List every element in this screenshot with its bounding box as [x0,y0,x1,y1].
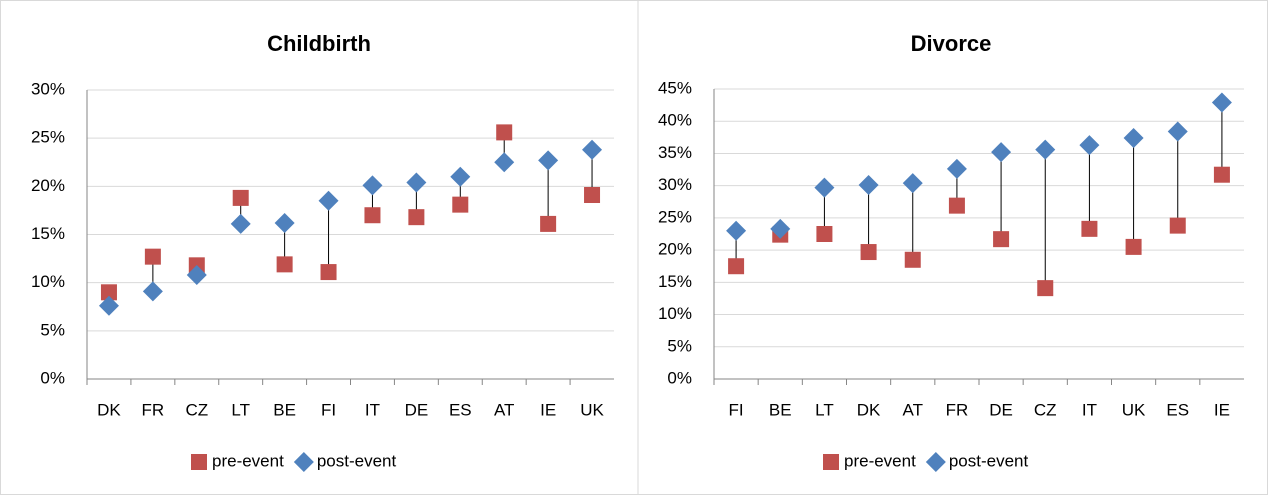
x-tick-label: LT [815,400,834,419]
y-tick-label: 35% [658,143,692,162]
x-tick-label: BE [769,400,792,419]
marker-diamond [1123,127,1144,148]
x-tick-label: ES [1166,400,1189,419]
x-tick-label: DK [97,400,121,419]
marker-square [1125,238,1142,255]
marker-diamond [230,213,251,234]
x-tick-label: FI [321,400,336,419]
marker-square [584,187,601,204]
y-tick-label: 30% [658,175,692,194]
marker-square [320,264,337,281]
marker-diamond [814,177,835,198]
x-tick-label: AT [903,400,923,419]
y-tick-label: 10% [658,304,692,323]
y-tick-label: 5% [667,336,692,355]
x-tick-label: FI [729,400,744,419]
x-tick-label: IT [1082,400,1097,419]
y-tick-label: 25% [31,128,65,147]
marker-diamond [582,139,603,160]
marker-diamond [318,190,339,211]
y-tick-label: 45% [658,78,692,97]
marker-square [728,258,745,275]
marker-square [948,197,965,214]
marker-square [1213,166,1230,183]
x-tick-label: IT [365,400,380,419]
x-tick-label: UK [1122,400,1146,419]
x-tick-label: FR [142,400,165,419]
chart-title: Childbirth [267,31,371,56]
marker-diamond [98,295,119,316]
marker-diamond [991,142,1012,163]
y-tick-label: 15% [31,224,65,243]
marker-diamond [1079,135,1100,156]
marker-square [860,244,877,261]
marker-diamond [293,452,314,472]
y-tick-label: 0% [40,368,65,387]
marker-diamond [1211,92,1232,113]
marker-square [904,251,921,268]
x-tick-label: CZ [1034,400,1057,419]
y-tick-label: 0% [667,368,692,387]
marker-diamond [186,264,207,285]
marker-square [823,454,839,470]
y-tick-label: 25% [658,207,692,226]
marker-square [364,207,381,224]
marker-diamond [142,281,163,302]
marker-square [276,256,293,273]
marker-diamond [726,220,747,241]
legend-label: post-event [949,451,1029,470]
x-tick-label: FR [946,400,969,419]
x-tick-label: LT [231,400,250,419]
x-tick-label: AT [494,400,514,419]
marker-square [144,248,161,265]
marker-diamond [538,150,559,171]
y-tick-label: 30% [31,79,65,98]
chart-title: Divorce [911,31,992,56]
marker-square [191,454,207,470]
y-tick-label: 5% [40,320,65,339]
marker-square [408,209,425,226]
legend-label: pre-event [844,451,916,470]
y-tick-label: 10% [31,272,65,291]
y-tick-label: 15% [658,272,692,291]
legend-label: post-event [317,451,397,470]
marker-square [540,215,557,232]
marker-diamond [925,452,946,472]
x-tick-label: BE [273,400,296,419]
y-tick-label: 20% [31,176,65,195]
legend-label: pre-event [212,451,284,470]
marker-square [452,196,469,213]
x-tick-label: DK [857,400,881,419]
marker-diamond [1167,121,1188,142]
x-tick-label: CZ [185,400,208,419]
marker-diamond [362,175,383,196]
marker-diamond [494,152,515,173]
marker-diamond [858,175,879,196]
y-tick-label: 40% [658,111,692,130]
marker-square [232,189,249,206]
marker-diamond [770,218,791,239]
marker-diamond [274,212,295,233]
marker-square [100,284,117,301]
marker-square [1081,220,1098,237]
marker-diamond [902,173,923,194]
y-tick-label: 20% [658,240,692,259]
marker-diamond [946,158,967,179]
marker-diamond [1035,139,1056,160]
x-tick-label: IE [1214,400,1230,419]
x-tick-label: ES [449,400,472,419]
x-tick-label: DE [405,400,429,419]
x-tick-label: IE [540,400,556,419]
marker-diamond [406,172,427,193]
marker-diamond [450,166,471,187]
marker-square [1037,280,1054,297]
marker-square [993,231,1010,248]
x-tick-label: UK [580,400,604,419]
x-tick-label: DE [989,400,1013,419]
marker-square [816,226,833,242]
marker-square [1169,217,1186,234]
marker-square [496,124,513,141]
